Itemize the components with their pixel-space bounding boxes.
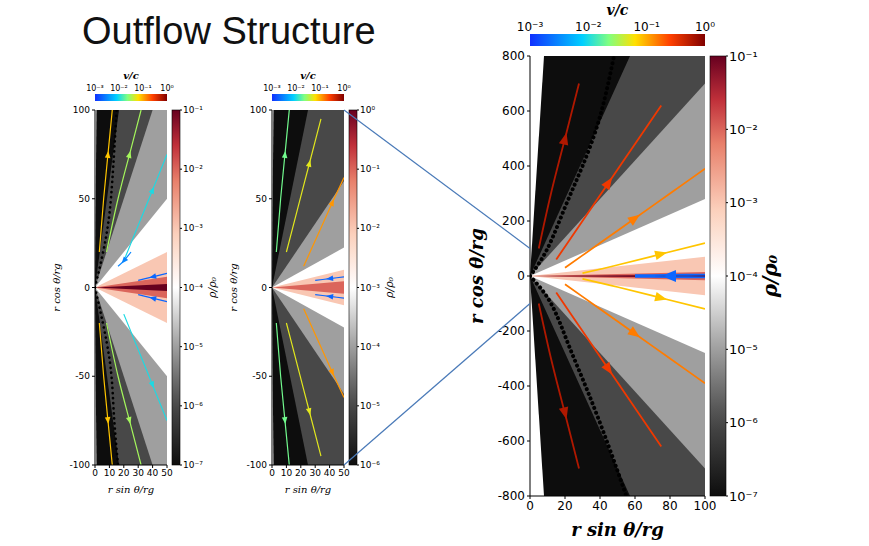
svg-text:20: 20	[557, 499, 572, 513]
svg-text:60: 60	[627, 499, 642, 513]
svg-text:10⁻¹: 10⁻¹	[311, 84, 329, 93]
svg-text:10⁻⁴: 10⁻⁴	[360, 342, 380, 352]
svg-text:10⁻¹: 10⁻¹	[134, 84, 152, 93]
svg-text:10⁻¹: 10⁻¹	[729, 49, 758, 64]
svg-text:10⁰: 10⁰	[160, 84, 173, 93]
svg-text:80: 80	[662, 499, 677, 513]
svg-text:10⁻³: 10⁻³	[360, 283, 380, 293]
svg-text:-600: -600	[498, 434, 525, 448]
svg-text:100: 100	[73, 105, 90, 115]
svg-text:10⁻⁷: 10⁻⁷	[729, 489, 758, 504]
svg-text:800: 800	[502, 50, 525, 63]
svg-text:10⁻²: 10⁻²	[287, 84, 305, 93]
svg-text:600: 600	[502, 104, 525, 118]
svg-text:r cos θ/rg: r cos θ/rg	[466, 228, 487, 324]
svg-text:r cos θ/rg: r cos θ/rg	[51, 263, 62, 311]
svg-text:r sin θ/rg: r sin θ/rg	[571, 519, 664, 540]
svg-text:10⁻⁷: 10⁻⁷	[183, 460, 203, 470]
svg-text:10: 10	[281, 468, 293, 478]
svg-text:10⁻²: 10⁻²	[575, 20, 602, 34]
svg-text:10: 10	[104, 468, 116, 478]
svg-text:ρ/ρ₀: ρ/ρ₀	[206, 276, 219, 299]
svg-text:10⁻²: 10⁻²	[110, 84, 128, 93]
svg-text:40: 40	[592, 499, 607, 513]
svg-text:10⁻³: 10⁻³	[517, 20, 544, 34]
svg-text:100: 100	[694, 499, 717, 513]
svg-text:10⁻⁵: 10⁻⁵	[183, 342, 203, 352]
svg-text:-400: -400	[498, 379, 525, 393]
svg-text:r sin θ/rg: r sin θ/rg	[108, 484, 154, 495]
svg-text:10⁻¹: 10⁻¹	[360, 164, 380, 174]
svg-text:10⁻²: 10⁻²	[183, 164, 203, 174]
svg-text:10⁻⁵: 10⁻⁵	[729, 342, 758, 357]
svg-text:40: 40	[324, 468, 336, 478]
svg-text:30: 30	[309, 468, 321, 478]
svg-text:-200: -200	[498, 324, 525, 338]
svg-text:0: 0	[261, 283, 267, 293]
svg-text:20: 20	[118, 468, 130, 478]
svg-text:ρ/ρ₀: ρ/ρ₀	[758, 254, 782, 298]
svg-text:-100: -100	[70, 460, 91, 470]
svg-text:-800: -800	[498, 489, 525, 503]
svg-text:10⁻⁶: 10⁻⁶	[183, 401, 203, 411]
svg-text:10⁻⁵: 10⁻⁵	[360, 401, 380, 411]
svg-text:10⁻⁶: 10⁻⁶	[360, 460, 380, 470]
svg-text:50: 50	[79, 194, 91, 204]
svg-text:v/c: v/c	[607, 2, 629, 18]
svg-text:50: 50	[256, 194, 268, 204]
svg-text:Outflow Structure: Outflow Structure	[82, 10, 376, 52]
svg-text:0: 0	[269, 468, 275, 478]
svg-text:10⁻³: 10⁻³	[729, 195, 758, 210]
svg-text:100: 100	[250, 105, 267, 115]
svg-text:0: 0	[526, 499, 534, 513]
svg-text:10⁻¹: 10⁻¹	[183, 105, 203, 115]
svg-text:0: 0	[517, 269, 525, 283]
svg-text:10⁰: 10⁰	[337, 84, 350, 93]
svg-text:-50: -50	[75, 371, 90, 381]
svg-text:50: 50	[338, 468, 350, 478]
svg-text:-100: -100	[247, 460, 268, 470]
svg-text:10⁻³: 10⁻³	[183, 223, 203, 233]
svg-text:10⁻³: 10⁻³	[86, 84, 104, 93]
svg-text:10⁻²: 10⁻²	[360, 223, 380, 233]
svg-text:10⁻¹: 10⁻¹	[633, 20, 660, 34]
svg-text:-50: -50	[252, 371, 267, 381]
svg-text:10⁻⁴: 10⁻⁴	[183, 283, 203, 293]
svg-text:ρ/ρ₀: ρ/ρ₀	[383, 276, 396, 299]
svg-text:r sin θ/rg: r sin θ/rg	[285, 484, 331, 495]
svg-text:r cos θ/rg: r cos θ/rg	[228, 263, 239, 311]
svg-text:10⁻⁴: 10⁻⁴	[729, 269, 758, 284]
svg-text:40: 40	[147, 468, 159, 478]
svg-text:10⁻²: 10⁻²	[729, 122, 758, 137]
svg-text:10⁻⁶: 10⁻⁶	[729, 415, 758, 430]
svg-text:0: 0	[84, 283, 90, 293]
svg-text:10⁰: 10⁰	[695, 20, 715, 34]
svg-text:50: 50	[161, 468, 173, 478]
svg-text:10⁰: 10⁰	[360, 105, 375, 115]
svg-text:30: 30	[132, 468, 144, 478]
svg-text:400: 400	[502, 159, 525, 173]
svg-text:v/c: v/c	[123, 70, 139, 81]
svg-text:20: 20	[295, 468, 307, 478]
svg-text:200: 200	[502, 214, 525, 228]
svg-text:v/c: v/c	[300, 70, 316, 81]
svg-text:0: 0	[92, 468, 98, 478]
svg-text:10⁻³: 10⁻³	[263, 84, 281, 93]
